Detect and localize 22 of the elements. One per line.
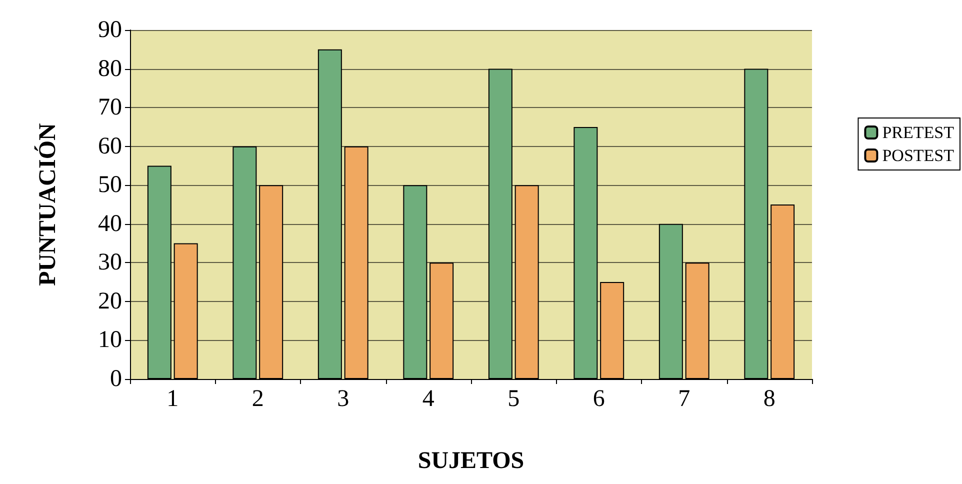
y-axis-title: PUNTUACIÓN xyxy=(34,122,61,286)
y-tick-label: 10 xyxy=(98,327,122,354)
x-tick-label: 5 xyxy=(508,386,520,412)
y-tick-label: 30 xyxy=(98,250,122,276)
x-tick-label: 2 xyxy=(252,386,264,412)
y-tick-label: 40 xyxy=(98,210,122,237)
legend-label: PRETEST xyxy=(882,123,955,142)
y-tick-label: 70 xyxy=(98,94,122,121)
y-tick-label: 20 xyxy=(98,288,122,314)
y-tick-label: 0 xyxy=(110,366,122,392)
x-tick-label: 4 xyxy=(422,386,434,412)
y-tick-label: 90 xyxy=(98,17,122,43)
x-tick-label: 3 xyxy=(337,386,350,412)
x-tick-label: 6 xyxy=(592,386,605,412)
y-tick-label: 80 xyxy=(98,56,122,82)
x-tick-label: 7 xyxy=(678,386,690,412)
y-tick-label: 50 xyxy=(98,172,122,198)
y-tick-label: 60 xyxy=(98,133,122,160)
legend-label: POSTEST xyxy=(882,146,955,165)
x-tick-label: 1 xyxy=(166,386,179,412)
x-axis-title: SUJETOS xyxy=(418,448,524,474)
x-tick-label: 8 xyxy=(763,386,776,412)
